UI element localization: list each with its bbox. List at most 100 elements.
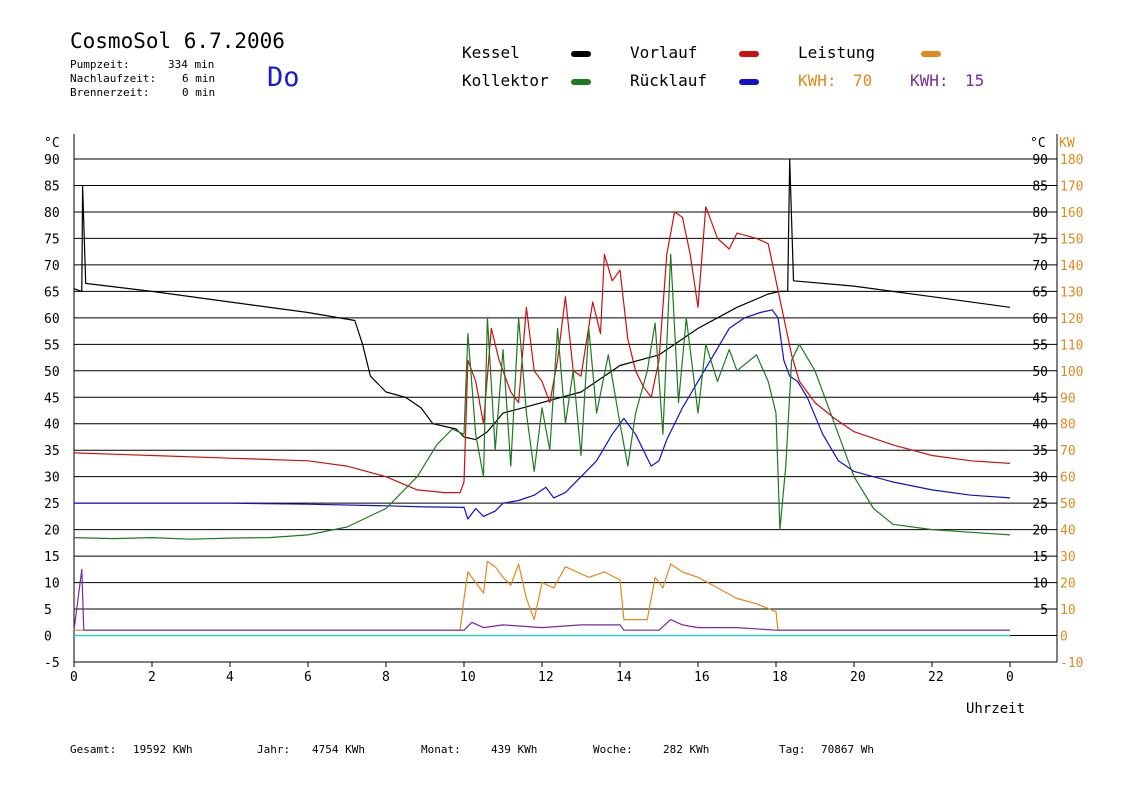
y-tick-label-left: 35 — [44, 444, 60, 459]
x-tick-label: 20 — [850, 670, 866, 685]
kw-tick-label: 140 — [1060, 259, 1083, 274]
y-tick-label-left: 70 — [44, 259, 60, 274]
series-vorlauf-line — [73, 206, 1011, 494]
kw-tick-label: 70 — [1060, 444, 1076, 459]
legend-leistung-label: Leistung — [798, 43, 876, 62]
y-tick-label-right: 50 — [1032, 365, 1048, 380]
legend-leistung-swatch — [921, 51, 941, 57]
kw-tick-label: 110 — [1060, 338, 1083, 353]
legend-vorlauf-swatch — [739, 51, 759, 57]
x-tick-label: 22 — [928, 670, 944, 685]
y-tick-label-left: 10 — [44, 577, 60, 592]
y-tick-label-right: 30 — [1032, 471, 1048, 486]
y-axis-unit-kw: KW — [1059, 136, 1075, 151]
y-tick-label-left: 60 — [44, 312, 60, 327]
kw-tick-label: 10 — [1060, 603, 1076, 618]
footer-jahr-value: 4754 KWh — [312, 743, 365, 756]
y-tick-label-left: 40 — [44, 418, 60, 433]
app-title: CosmoSol 6.7.2006 — [70, 29, 285, 53]
y-tick-label-left: 50 — [44, 365, 60, 380]
legend-kollektor-label: Kollektor — [462, 71, 549, 90]
kw-tick-label: 150 — [1060, 232, 1083, 247]
series-ruecklauf-line — [74, 309, 1011, 520]
footer-tag-value: 70867 Wh — [821, 743, 874, 756]
footer-gesamt-value: 19592 KWh — [133, 743, 193, 756]
y-tick-label-left: 75 — [44, 232, 60, 247]
y-tick-label-left: 0 — [44, 630, 52, 645]
series-kwh2-line — [73, 568, 1010, 631]
y-tick-label-right: 80 — [1032, 206, 1048, 221]
y-tick-label-right: 35 — [1032, 444, 1048, 459]
weekday-label: Do — [267, 62, 300, 93]
x-tick-label: 10 — [460, 670, 476, 685]
kw-tick-label: 120 — [1060, 312, 1083, 327]
kw-tick-label: 180 — [1060, 153, 1083, 168]
legend-ruecklauf-swatch — [739, 79, 759, 85]
y-tick-label-left: 65 — [44, 285, 60, 300]
kw-tick-label: 20 — [1060, 577, 1076, 592]
y-tick-label-left: 15 — [44, 550, 60, 565]
legend-kwh2-value: 15 — [965, 71, 985, 90]
y-tick-label-left: 90 — [44, 153, 60, 168]
legend-vorlauf-label: Vorlauf — [630, 43, 698, 62]
y-tick-label-left: 30 — [44, 471, 60, 486]
y-tick-label-right: 40 — [1032, 418, 1048, 433]
y-tick-label-right: 75 — [1032, 232, 1048, 247]
x-tick-label: 18 — [772, 670, 788, 685]
stat-pumpzeit-label: Pumpzeit: — [70, 58, 130, 71]
footer-monat-value: 439 KWh — [491, 743, 538, 756]
x-tick-label: 6 — [304, 670, 312, 685]
y-tick-label-left: 55 — [44, 338, 60, 353]
legend-kessel-swatch — [571, 51, 591, 57]
kw-tick-label: 30 — [1060, 550, 1076, 565]
kw-tick-label: 80 — [1060, 418, 1076, 433]
x-tick-label: 12 — [538, 670, 554, 685]
y-tick-label-left: -5 — [44, 656, 60, 671]
series-leistung-line — [74, 560, 1010, 631]
stat-nachlaufzeit-label: Nachlaufzeit: — [70, 72, 157, 85]
x-tick-label: 14 — [616, 670, 632, 685]
y-tick-label-right: 20 — [1032, 524, 1048, 539]
footer-jahr-label: Jahr: — [257, 743, 291, 756]
footer-tag-label: Tag: — [779, 743, 806, 756]
series-kessel-line — [73, 158, 1011, 441]
kw-tick-label: 50 — [1060, 497, 1076, 512]
stat-nachlaufzeit-value: 6 min — [182, 72, 216, 85]
y-tick-label-right: 70 — [1032, 259, 1048, 274]
y-tick-label-right: 15 — [1032, 550, 1048, 565]
kw-tick-label: 0 — [1060, 630, 1068, 645]
y-tick-label-left: 45 — [44, 391, 60, 406]
kw-tick-label: -10 — [1060, 656, 1083, 671]
kw-tick-label: 170 — [1060, 179, 1083, 194]
y-tick-label-right: 5 — [1040, 603, 1048, 618]
x-axis-label: Uhrzeit — [966, 701, 1026, 717]
legend-kwh2-label: KWH: — [910, 71, 949, 90]
legend-kessel-label: Kessel — [462, 43, 520, 62]
legend-kwh1-value: 70 — [853, 71, 873, 90]
y-tick-label-right: 55 — [1032, 338, 1048, 353]
footer-woche-value: 282 KWh — [663, 743, 710, 756]
y-tick-label-right: 60 — [1032, 312, 1048, 327]
y-tick-label-left: 5 — [44, 603, 52, 618]
y-tick-label-left: 85 — [44, 179, 60, 194]
y-tick-label-right: 90 — [1032, 153, 1048, 168]
kw-tick-label: 60 — [1060, 471, 1076, 486]
legend-ruecklauf-label: Rücklauf — [630, 71, 708, 90]
y-tick-label-left: 25 — [44, 497, 60, 512]
x-tick-label: 4 — [226, 670, 234, 685]
kw-tick-label: 160 — [1060, 206, 1083, 221]
y-tick-label-right: 65 — [1032, 285, 1048, 300]
footer-gesamt-label: Gesamt: — [70, 743, 117, 756]
y-tick-label-right: 45 — [1032, 391, 1048, 406]
y-axis-unit-left: °C — [44, 136, 60, 151]
x-tick-label: 0 — [70, 670, 78, 685]
x-tick-label: 2 — [148, 670, 156, 685]
y-tick-label-right: 25 — [1032, 497, 1048, 512]
series-kollektor-line — [73, 253, 1011, 540]
stat-brennerzeit-value: 0 min — [182, 86, 216, 99]
footer-woche-label: Woche: — [593, 743, 633, 756]
kw-tick-label: 130 — [1060, 285, 1083, 300]
stat-pumpzeit-value: 334 min — [168, 58, 215, 71]
footer-monat-label: Monat: — [421, 743, 461, 756]
